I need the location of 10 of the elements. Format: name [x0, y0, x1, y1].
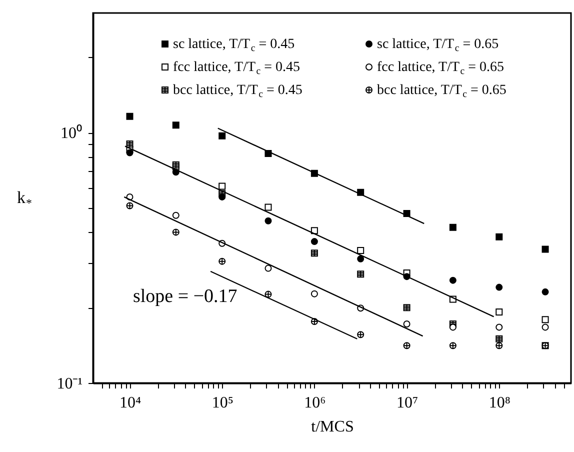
- y-axis-title: k*: [17, 188, 32, 210]
- x-tick-label: 10⁶: [304, 394, 326, 412]
- y-tick-label: 10⁰: [60, 124, 82, 142]
- x-tick-label: 10⁸: [488, 394, 510, 412]
- x-tick-label: 10⁷: [396, 394, 418, 412]
- x-tick-label: 10⁴: [119, 394, 142, 412]
- x-axis-title: t/MCS: [311, 418, 354, 436]
- x-tick-label: 10⁵: [212, 394, 234, 412]
- annotation: slope = −0.17: [133, 286, 238, 307]
- y-tick-label: 10⁻¹: [56, 376, 83, 392]
